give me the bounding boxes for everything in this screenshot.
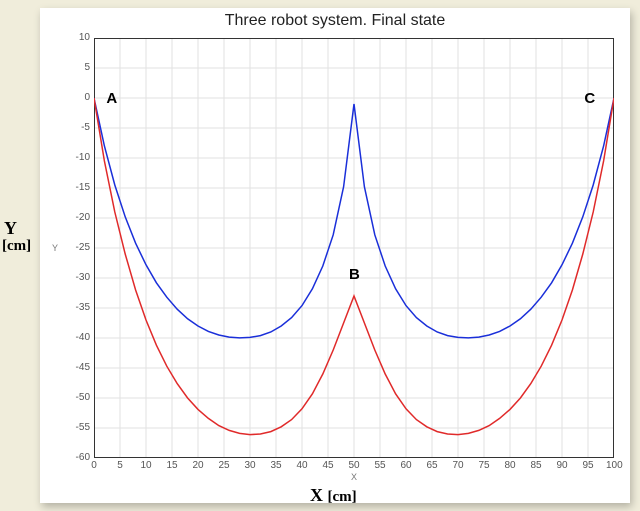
x-tick-label: 10	[138, 460, 154, 471]
x-tick-label: 80	[502, 460, 518, 471]
y-tick-label: -15	[64, 182, 90, 193]
plot-area	[94, 38, 614, 458]
y-tick-label: 10	[64, 32, 90, 43]
x-tick-label: 25	[216, 460, 232, 471]
y-tick-label: -5	[64, 122, 90, 133]
y-tick-label: 5	[64, 62, 90, 73]
y-tick-label: -25	[64, 242, 90, 253]
y-tick-label: -50	[64, 392, 90, 403]
x-tick-label: 90	[554, 460, 570, 471]
x-tick-label: 5	[112, 460, 128, 471]
chart-title: Three robot system. Final state	[40, 12, 630, 30]
x-tick-label: 70	[450, 460, 466, 471]
x-tick-label: 45	[320, 460, 336, 471]
x-tick-label: 100	[606, 460, 622, 471]
x-tick-label: 20	[190, 460, 206, 471]
y-axis-unit: [cm]	[2, 238, 31, 255]
x-tick-label: 15	[164, 460, 180, 471]
annotation-b: B	[349, 266, 360, 283]
y-axis-label: Y	[4, 218, 17, 239]
x-tick-label: 75	[476, 460, 492, 471]
inner-x-axis-label: X	[351, 472, 357, 482]
y-tick-label: -35	[64, 302, 90, 313]
annotation-a: A	[106, 90, 117, 107]
x-tick-label: 65	[424, 460, 440, 471]
x-tick-label: 35	[268, 460, 284, 471]
y-tick-label: -60	[64, 452, 90, 463]
y-tick-label: -45	[64, 362, 90, 373]
chart-card: Three robot system. Final state 0 5 10 15 20…	[40, 8, 630, 503]
x-tick-label: 95	[580, 460, 596, 471]
inner-y-axis-label: Y	[52, 243, 58, 253]
y-tick-label: -40	[64, 332, 90, 343]
x-tick-label: 50	[346, 460, 362, 471]
x-tick-label: 30	[242, 460, 258, 471]
x-tick-label: 40	[294, 460, 310, 471]
x-tick-label: 60	[398, 460, 414, 471]
chart-svg	[94, 38, 614, 458]
y-tick-label: -20	[64, 212, 90, 223]
annotation-c: C	[584, 90, 595, 107]
x-axis-label: X [cm]	[310, 485, 357, 506]
y-tick-label: -10	[64, 152, 90, 163]
x-tick-label: 85	[528, 460, 544, 471]
y-tick-label: 0	[64, 92, 90, 103]
y-tick-label: -55	[64, 422, 90, 433]
x-tick-label: 55	[372, 460, 388, 471]
y-tick-label: -30	[64, 272, 90, 283]
